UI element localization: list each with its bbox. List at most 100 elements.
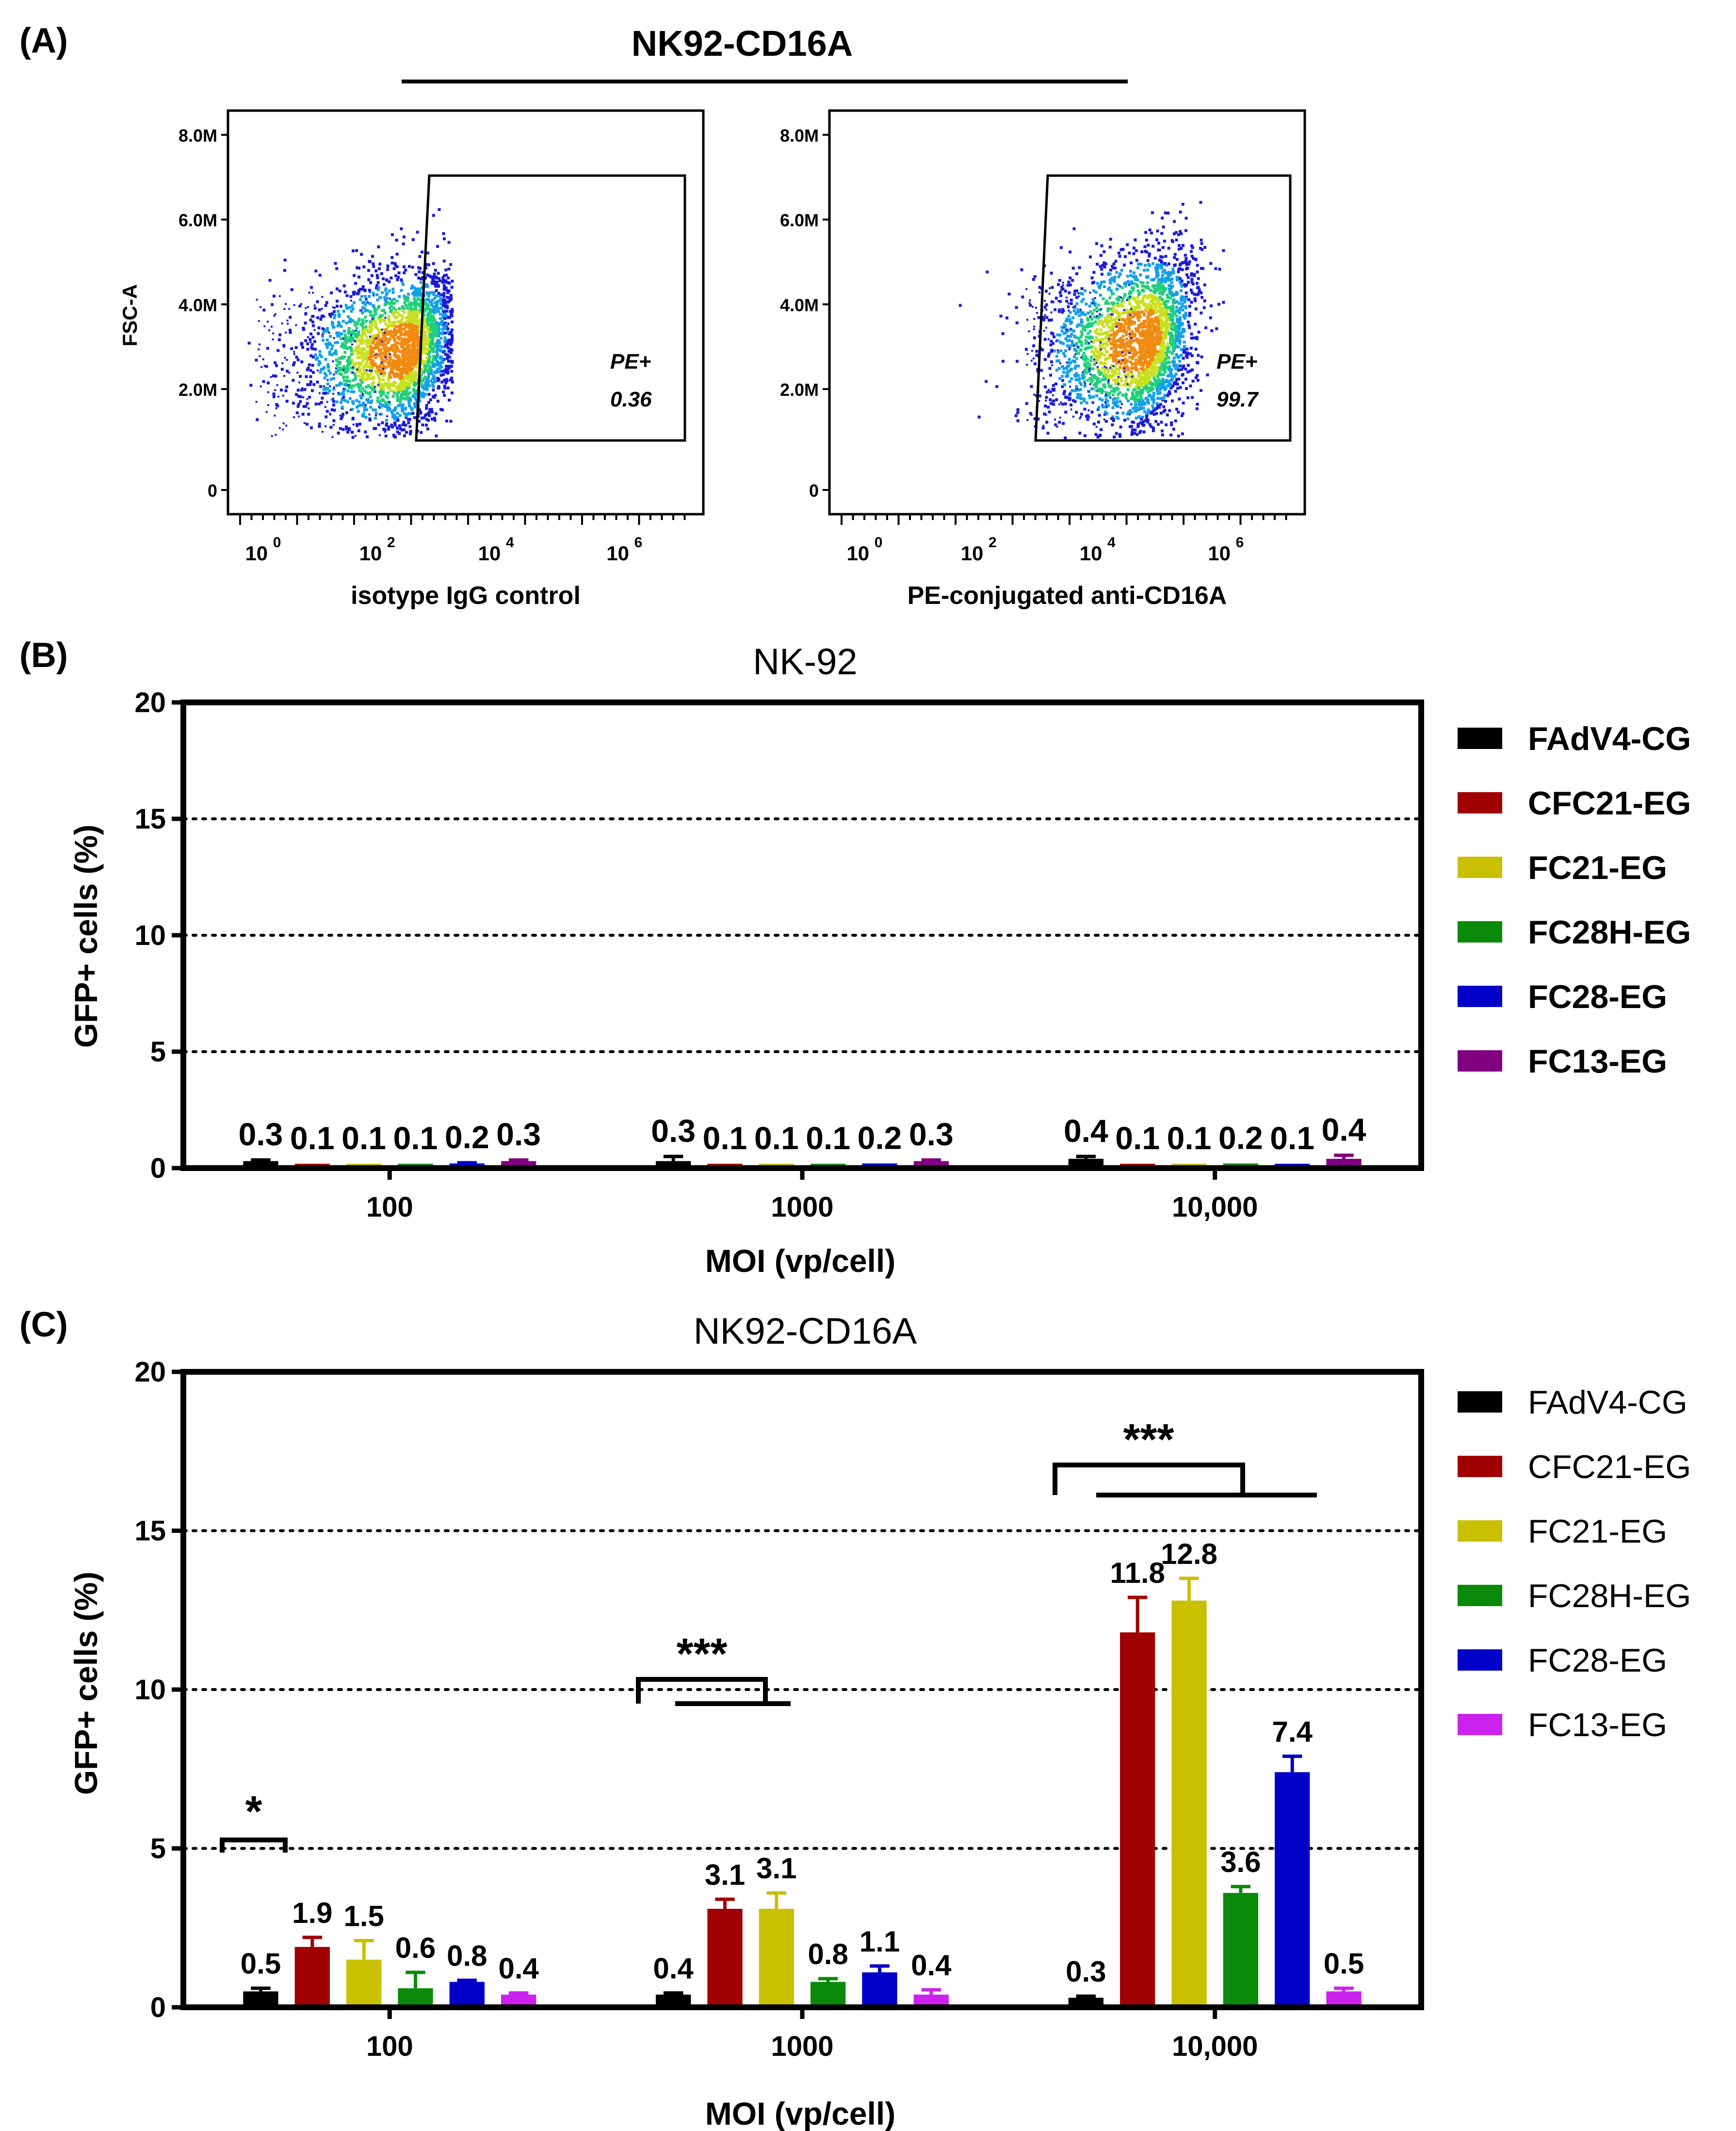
flow-event (1148, 319, 1151, 323)
flow-event (1105, 341, 1108, 344)
flow-event (1135, 338, 1138, 342)
flow-event (377, 288, 380, 292)
flow-event (329, 425, 333, 429)
flow-event (357, 339, 360, 342)
flow-event (292, 361, 296, 364)
flow-event (283, 375, 286, 377)
flow-event (386, 265, 389, 268)
flow-event (1082, 298, 1085, 301)
flow-event (1132, 407, 1135, 410)
flow-event (1130, 320, 1134, 324)
flow-event (342, 309, 345, 313)
flow-event (295, 393, 298, 396)
flow-event (405, 341, 408, 344)
flow-x-tick-label: 10 (606, 542, 629, 565)
flow-event (1048, 319, 1051, 322)
flow-event (310, 286, 313, 289)
flow-event (1146, 307, 1149, 310)
flow-event (407, 309, 410, 312)
flow-event (1150, 353, 1153, 356)
flow-event (1125, 331, 1128, 334)
flow-event (1146, 281, 1149, 284)
flow-event (343, 356, 346, 358)
flow-event (376, 281, 380, 284)
flow-event (1164, 278, 1167, 281)
flow-event (399, 323, 402, 326)
flow-event (1119, 337, 1122, 340)
flow-event (1161, 274, 1164, 277)
flow-event (1121, 297, 1124, 300)
flow-event (343, 388, 346, 391)
flow-event (1107, 339, 1110, 342)
flow-event (389, 306, 392, 309)
flow-event (1194, 347, 1198, 351)
flow-event (1059, 294, 1063, 297)
flow-event (1090, 380, 1093, 384)
flow-event (361, 306, 365, 309)
flow-event (374, 356, 377, 359)
flow-event (394, 308, 397, 311)
flow-event (402, 351, 406, 354)
flow-event (283, 346, 285, 348)
flow-event (443, 317, 447, 320)
flow-event (268, 329, 270, 331)
flow-event (340, 325, 343, 328)
flow-event (375, 414, 377, 417)
flow-event (380, 368, 383, 372)
flow-event (422, 347, 425, 351)
flow-event (1150, 343, 1153, 346)
flow-event (441, 350, 445, 354)
flow-event (389, 297, 391, 300)
fsc-axis-title: FSC-A (118, 284, 141, 346)
flow-event (438, 349, 441, 352)
flow-event (378, 354, 381, 357)
flow-event (1148, 389, 1151, 392)
flow-event (424, 352, 428, 355)
flow-event (1164, 211, 1167, 214)
flow-event (364, 430, 367, 434)
panel-a-title: NK92-CD16A (632, 23, 853, 64)
flow-event (1157, 322, 1160, 325)
flow-plot-frame (828, 109, 1306, 516)
flow-event (412, 340, 416, 343)
flow-event (1156, 397, 1160, 400)
flow-event (416, 348, 420, 352)
flow-event (314, 347, 317, 351)
flow-event (1126, 374, 1130, 377)
flow-event (431, 365, 435, 368)
flow-event (1141, 281, 1145, 285)
flow-event (390, 301, 393, 305)
flow-event (1135, 259, 1138, 262)
flow-event (290, 288, 293, 292)
flow-event (1073, 348, 1076, 351)
flow-event (1144, 397, 1148, 400)
flow-event (357, 350, 360, 353)
flow-event (371, 370, 373, 372)
flow-event (1167, 273, 1170, 277)
flow-event (378, 262, 382, 266)
flow-event (273, 314, 276, 317)
flow-event (1102, 346, 1105, 349)
flow-event (283, 259, 287, 262)
flow-event (335, 287, 339, 291)
flow-event (1071, 340, 1074, 343)
flow-event (1062, 332, 1066, 335)
flow-event (404, 351, 407, 355)
flow-event (386, 396, 389, 399)
flow-event (425, 423, 428, 427)
flow-event (385, 349, 388, 353)
flow-event (415, 317, 418, 321)
flow-event (399, 400, 402, 404)
flow-event (276, 384, 278, 386)
flow-event (1156, 350, 1159, 354)
flow-event (398, 383, 401, 387)
flow-event (388, 407, 391, 411)
flow-event (1099, 293, 1102, 297)
flow-event (356, 361, 359, 365)
flow-event (1165, 347, 1168, 350)
flow-event (1159, 334, 1162, 337)
flow-event (332, 400, 335, 403)
flow-event (1161, 362, 1164, 365)
flow-event (986, 270, 989, 274)
flow-event (427, 348, 431, 351)
